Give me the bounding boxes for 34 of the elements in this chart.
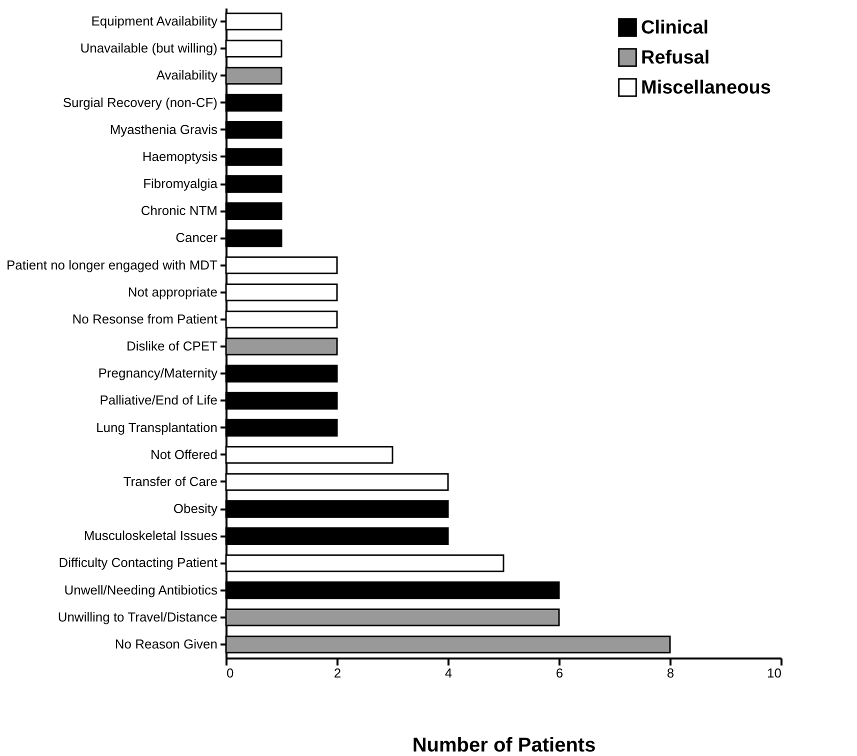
y-tick-label: Cancer <box>176 230 218 246</box>
y-tick-label: Haemoptysis <box>142 148 218 164</box>
y-tick-label: Palliative/End of Life <box>100 392 218 408</box>
y-tick-label: Transfer of Care <box>123 474 218 489</box>
x-tick-label: 4 <box>444 666 452 680</box>
x-tick-label: 2 <box>334 666 342 680</box>
y-tick-label: Surgial Recovery (non-CF) <box>62 94 218 110</box>
legend-label: Clinical <box>641 18 709 38</box>
y-tick-label: No Reason Given <box>114 636 218 652</box>
x-tick-label: 10 <box>767 666 782 680</box>
legend-label: Miscellaneous <box>641 78 771 98</box>
y-tick-label: Availability <box>156 68 218 83</box>
y-tick-label: No Resonse from Patient <box>72 311 218 326</box>
y-tick-label: Pregnancy/Maternity <box>98 366 218 381</box>
y-tick-label: Myasthenia Gravis <box>110 122 218 137</box>
x-tick-label: 0 <box>226 666 234 680</box>
y-tick-label: Equipment Availability <box>91 14 218 29</box>
y-tick-label: Difficulty Contacting Patient <box>58 555 218 570</box>
x-axis-title: Number of Patients <box>412 734 596 756</box>
y-tick-label: Musculoskeletal Issues <box>84 528 218 544</box>
y-tick-label: Dislike of CPET <box>126 338 218 354</box>
x-tick-label: 6 <box>556 666 564 680</box>
y-tick-label: Unavailable (but willing) <box>80 40 218 56</box>
legend-label: Refusal <box>641 48 710 68</box>
y-tick-label: Fibromyalgia <box>143 176 218 192</box>
y-tick-label: Unwell/Needing Antibiotics <box>64 582 218 598</box>
y-tick-label: Chronic NTM <box>140 203 218 218</box>
y-tick-label: Lung Transplantation <box>96 420 218 435</box>
y-tick-label: Not Offered <box>150 446 218 462</box>
y-tick-label: Patient no longer engaged with MDT <box>6 257 218 272</box>
x-tick-label: 8 <box>666 666 674 680</box>
y-tick-label: Not appropriate <box>128 284 218 300</box>
y-tick-label: Unwilling to Travel/Distance <box>58 609 218 624</box>
y-tick-label: Obesity <box>173 501 218 516</box>
